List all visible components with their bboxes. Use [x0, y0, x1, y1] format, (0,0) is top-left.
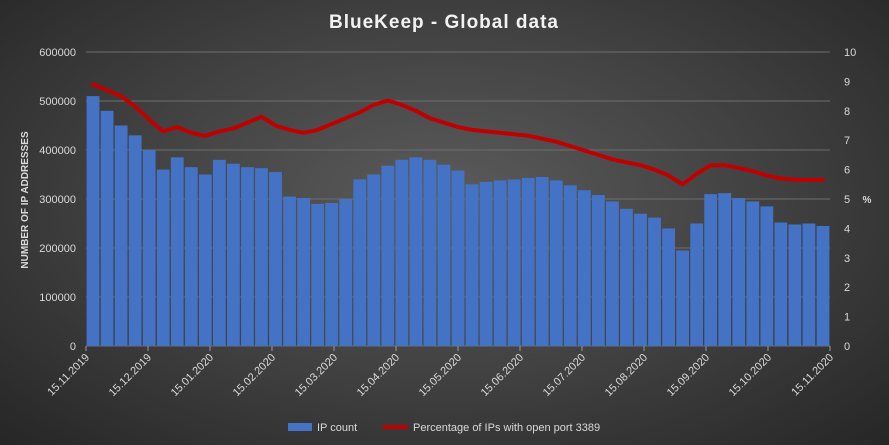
ip-count-bar [423, 159, 437, 346]
ip-count-bar [297, 198, 311, 346]
right-tick-label: 1 [844, 312, 850, 324]
ip-count-bar [367, 174, 381, 346]
ip-count-bar [409, 157, 423, 346]
ip-count-bar [325, 202, 339, 346]
percentage-line [91, 82, 825, 187]
ip-count-bar [86, 96, 100, 346]
ip-count-bar [746, 201, 760, 346]
ip-count-bar [549, 180, 563, 346]
ip-count-bar [100, 110, 114, 346]
right-tick-label: 6 [844, 165, 850, 177]
ip-count-bar [577, 190, 591, 346]
left-tick-label: 300000 [39, 194, 76, 206]
ip-count-bars [86, 96, 830, 346]
ip-count-bar [255, 168, 268, 346]
ip-count-bar [353, 179, 367, 346]
ip-count-bar [451, 170, 465, 346]
ip-count-bar [241, 167, 254, 346]
ip-count-bar [690, 223, 704, 346]
ip-count-bar [212, 159, 226, 346]
x-tick-label: 15.02.2020 [231, 352, 278, 399]
x-tick-label: 15.11.2020 [789, 352, 836, 399]
x-tick-label: 15.05.2020 [417, 352, 464, 399]
ip-count-bar [563, 185, 577, 346]
ip-count-bar [507, 179, 521, 346]
right-tick-label: 9 [844, 76, 850, 88]
ip-count-bar [479, 181, 493, 346]
right-tick-label: 7 [844, 135, 850, 147]
ip-count-bar [760, 206, 774, 346]
right-tick-label: 4 [844, 223, 850, 235]
ip-count-bar [395, 159, 409, 346]
right-axis-ticks: 0 1 2 3 4 5 6 7 8 9 10 [844, 47, 856, 353]
ip-count-bar [269, 172, 282, 346]
ip-count-bar [156, 169, 170, 346]
left-tick-label: 100000 [39, 292, 76, 304]
ip-count-bar [198, 174, 212, 346]
x-tick-label: 15.09.2020 [665, 352, 712, 399]
ip-count-bar [142, 150, 156, 346]
left-tick-label: 200000 [39, 243, 76, 255]
x-tick-label: 15.04.2020 [355, 352, 402, 399]
ip-count-bar [718, 193, 732, 346]
right-tick-label: 0 [844, 341, 850, 353]
right-tick-label: 5 [844, 194, 850, 206]
ip-count-bar [634, 213, 647, 346]
left-tick-label: 600000 [39, 47, 76, 59]
right-tick-label: 3 [844, 253, 850, 265]
ip-count-bar [535, 176, 549, 346]
left-tick-label: 400000 [39, 145, 76, 157]
ip-count-bar [283, 196, 296, 346]
ip-count-bar [128, 135, 142, 346]
x-tick-label: 15.07.2020 [541, 352, 588, 399]
x-tick-label: 15.12.2019 [107, 352, 154, 399]
ip-count-bar [226, 163, 240, 346]
ip-count-bar [788, 224, 802, 346]
ip-count-bar [381, 165, 395, 346]
ip-count-bar [170, 157, 184, 346]
ip-count-bar [184, 167, 198, 346]
legend-percentage: Percentage of IPs with open port 3389 [413, 422, 600, 434]
right-tick-label: 8 [844, 106, 850, 118]
legend: IP count Percentage of IPs with open por… [288, 422, 600, 434]
ip-count-bar [648, 217, 661, 346]
ip-count-bar [465, 184, 479, 346]
x-tick-label: 15.10.2020 [727, 352, 774, 399]
ip-count-bar [114, 125, 128, 346]
left-tick-label: 0 [70, 341, 76, 353]
legend-bar-swatch [288, 423, 312, 431]
right-tick-label: 2 [844, 282, 850, 294]
ip-count-bar [816, 225, 830, 346]
ip-count-bar [662, 228, 675, 346]
x-tick-label: 15.08.2020 [603, 352, 650, 399]
legend-ip-count: IP count [317, 422, 357, 434]
left-tick-label: 500000 [39, 96, 76, 108]
x-tick-label: 15.03.2020 [293, 352, 340, 399]
right-tick-label: 10 [844, 47, 856, 59]
left-axis-ticks: 0 100000 200000 300000 400000 500000 600000 [39, 47, 76, 353]
ip-count-bar [774, 222, 788, 346]
x-tick-label: 15.11.2019 [45, 352, 92, 399]
ip-count-bar [339, 199, 353, 346]
ip-count-bar [591, 195, 605, 346]
ip-count-bar [521, 177, 535, 346]
ip-count-bar [620, 208, 633, 346]
ip-count-bar [732, 198, 746, 346]
ip-count-bar [676, 250, 690, 346]
ip-count-bar [704, 194, 718, 346]
chart-title: BlueKeep - Global data [329, 12, 559, 33]
x-tick-label: 15.01.2020 [169, 352, 216, 399]
ip-count-bar [437, 164, 451, 346]
ip-count-bar [311, 203, 325, 346]
right-axis-label: % [863, 195, 872, 206]
percentage-series-line [91, 82, 825, 187]
x-axis-ticks: 15.11.2019 15.12.2019 15.01.2020 15.02.2020… [45, 346, 836, 399]
left-axis-label: NUMBER OF IP ADDRESSES [20, 131, 31, 269]
ip-count-bar [493, 180, 507, 346]
ip-count-bar [605, 201, 619, 346]
x-tick-label: 15.06.2020 [479, 352, 526, 399]
ip-count-bar [802, 223, 816, 346]
